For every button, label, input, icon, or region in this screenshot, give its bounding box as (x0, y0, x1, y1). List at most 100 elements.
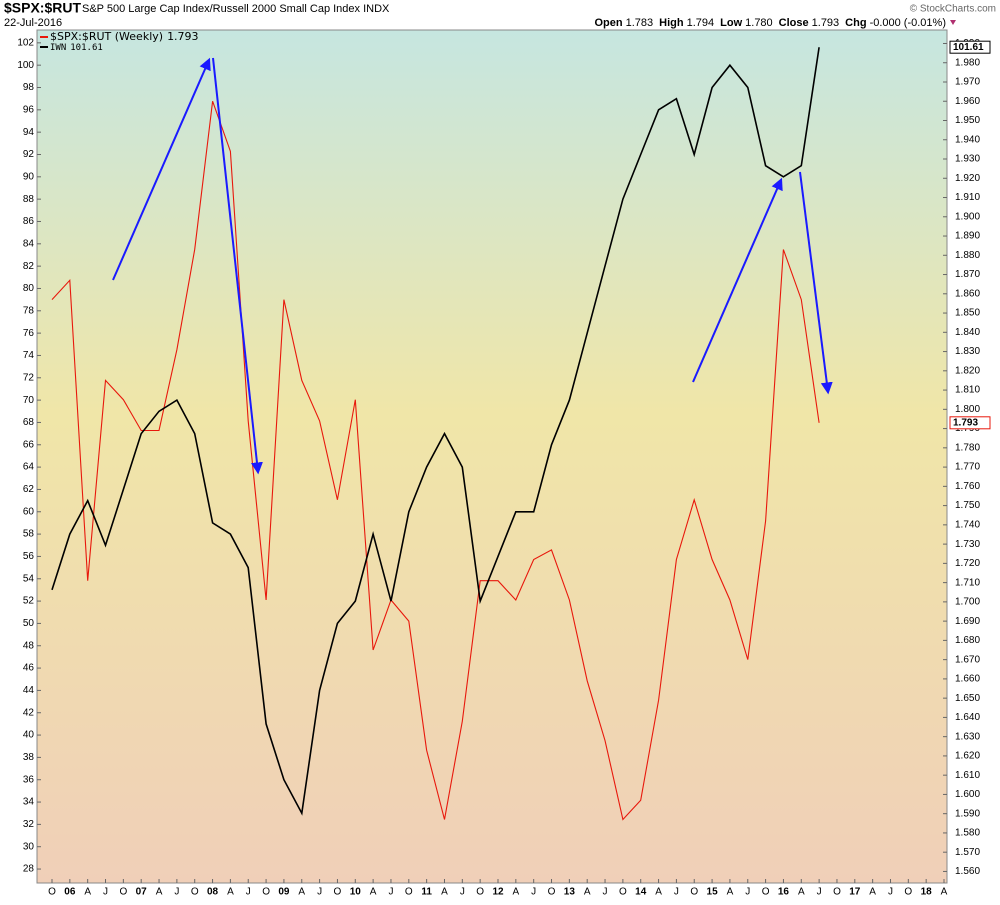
arrow (112, 57, 211, 281)
arrow (692, 177, 783, 383)
y2-tick-label: 1.930 (955, 154, 980, 165)
x-tick-label: 06 (64, 887, 76, 898)
quote-value: 1.793 (812, 17, 840, 29)
symbol: $SPX:$RUT (4, 0, 81, 16)
y2-tick-label: 1.920 (955, 173, 980, 184)
quote-value: 1.783 (626, 17, 654, 29)
x-tick-label: A (727, 887, 734, 898)
x-tick-label: O (762, 887, 770, 898)
y-tick-label: 82 (23, 261, 35, 272)
x-tick-label: 12 (492, 887, 504, 898)
y2-tick-label: 1.620 (955, 751, 980, 762)
last-value-tag (949, 40, 991, 54)
x-tick-label: J (246, 887, 251, 898)
y-tick-label: 76 (23, 328, 35, 339)
y-tick-label: 80 (23, 283, 35, 294)
legend-name: IWN (50, 43, 66, 53)
x-tick-label: O (405, 887, 413, 898)
y-tick-label: 38 (23, 752, 35, 763)
arrow (212, 57, 263, 475)
x-tick-label: A (655, 887, 662, 898)
y2-tick-label: 1.940 (955, 134, 980, 145)
y2-tick-label: 1.680 (955, 635, 980, 646)
legend-entry: IWN 101.61 (50, 43, 103, 53)
y-tick-label: 52 (23, 596, 35, 607)
x-tick-label: O (833, 887, 841, 898)
y-tick-label: 74 (23, 350, 35, 361)
x-tick-label: 17 (849, 887, 861, 898)
y-tick-label: 50 (23, 618, 35, 629)
x-tick-label: A (156, 887, 163, 898)
x-tick-label: A (941, 887, 948, 898)
y-tick-label: 90 (23, 171, 35, 182)
y2-tick-label: 1.960 (955, 96, 980, 107)
x-tick-label: O (191, 887, 199, 898)
y-tick-label: 88 (23, 194, 35, 205)
y-tick-label: 30 (23, 841, 35, 852)
y2-tick-label: 1.640 (955, 712, 980, 723)
arrow (799, 171, 833, 395)
y2-tick-label: 1.700 (955, 597, 980, 608)
plot-area (36, 29, 948, 884)
quote-label: Close (779, 17, 809, 29)
legend-value: 1.793 (167, 30, 199, 43)
y2-tick-label: 1.720 (955, 558, 980, 569)
y2-tick-label: 1.610 (955, 770, 980, 781)
y2-tick-label: 1.860 (955, 288, 980, 299)
x-tick-label: 15 (707, 887, 719, 898)
y2-tick-label: 1.780 (955, 442, 980, 453)
quote-value: 1.780 (745, 17, 773, 29)
chg-marker (950, 20, 956, 25)
x-tick-label: J (674, 887, 679, 898)
date: 22-Jul-2016 (4, 17, 62, 29)
x-tick-label: O (48, 887, 56, 898)
x-tick-label: 18 (921, 887, 933, 898)
x-tick-label: O (262, 887, 270, 898)
x-tick-label: O (619, 887, 627, 898)
quote-label: Open (595, 17, 623, 29)
y-tick-label: 62 (23, 484, 35, 495)
y2-tick-label: 1.760 (955, 481, 980, 492)
x-tick-label: A (441, 887, 448, 898)
x-tick-label: O (476, 887, 484, 898)
y2-tick-label: 1.810 (955, 385, 980, 396)
y2-tick-label: 1.950 (955, 115, 980, 126)
y2-tick-label: 1.980 (955, 57, 980, 68)
quote-value: 1.794 (687, 17, 715, 29)
x-tick-label: 07 (136, 887, 148, 898)
x-tick-label: J (317, 887, 322, 898)
x-tick-label: 09 (278, 887, 290, 898)
x-tick-label: 13 (564, 887, 576, 898)
y2-tick-label: 1.880 (955, 250, 980, 261)
legend-value: 101.61 (70, 43, 103, 53)
y2-tick-label: 1.630 (955, 731, 980, 742)
x-tick-label: A (227, 887, 234, 898)
x-tick-label: O (904, 887, 912, 898)
y-tick-label: 102 (17, 37, 34, 48)
y2-tick-label: 1.560 (955, 866, 980, 877)
x-tick-label: 16 (778, 887, 790, 898)
y2-tick-label: 1.750 (955, 500, 980, 511)
y2-tick-label: 1.770 (955, 462, 980, 473)
y-tick-label: 98 (23, 82, 35, 93)
x-tick-label: 10 (350, 887, 362, 898)
y2-tick-label: 1.730 (955, 539, 980, 550)
y2-tick-label: 1.570 (955, 847, 980, 858)
x-tick-label: 14 (635, 887, 647, 898)
y-tick-label: 78 (23, 305, 35, 316)
last-value-label: 1.793 (953, 417, 978, 428)
x-tick-label: O (690, 887, 698, 898)
x-tick-label: A (584, 887, 591, 898)
x-tick-label: O (119, 887, 127, 898)
x-tick-label: O (548, 887, 556, 898)
y-tick-label: 48 (23, 640, 35, 651)
series-line (51, 47, 820, 816)
y-tick-label: 40 (23, 730, 35, 741)
y-tick-label: 86 (23, 216, 35, 227)
series-line (51, 101, 820, 821)
quote-label: Chg (845, 17, 866, 29)
legend-name: $SPX:$RUT (Weekly) (50, 30, 163, 43)
x-tick-label: J (103, 887, 108, 898)
y-tick-label: 60 (23, 506, 35, 517)
